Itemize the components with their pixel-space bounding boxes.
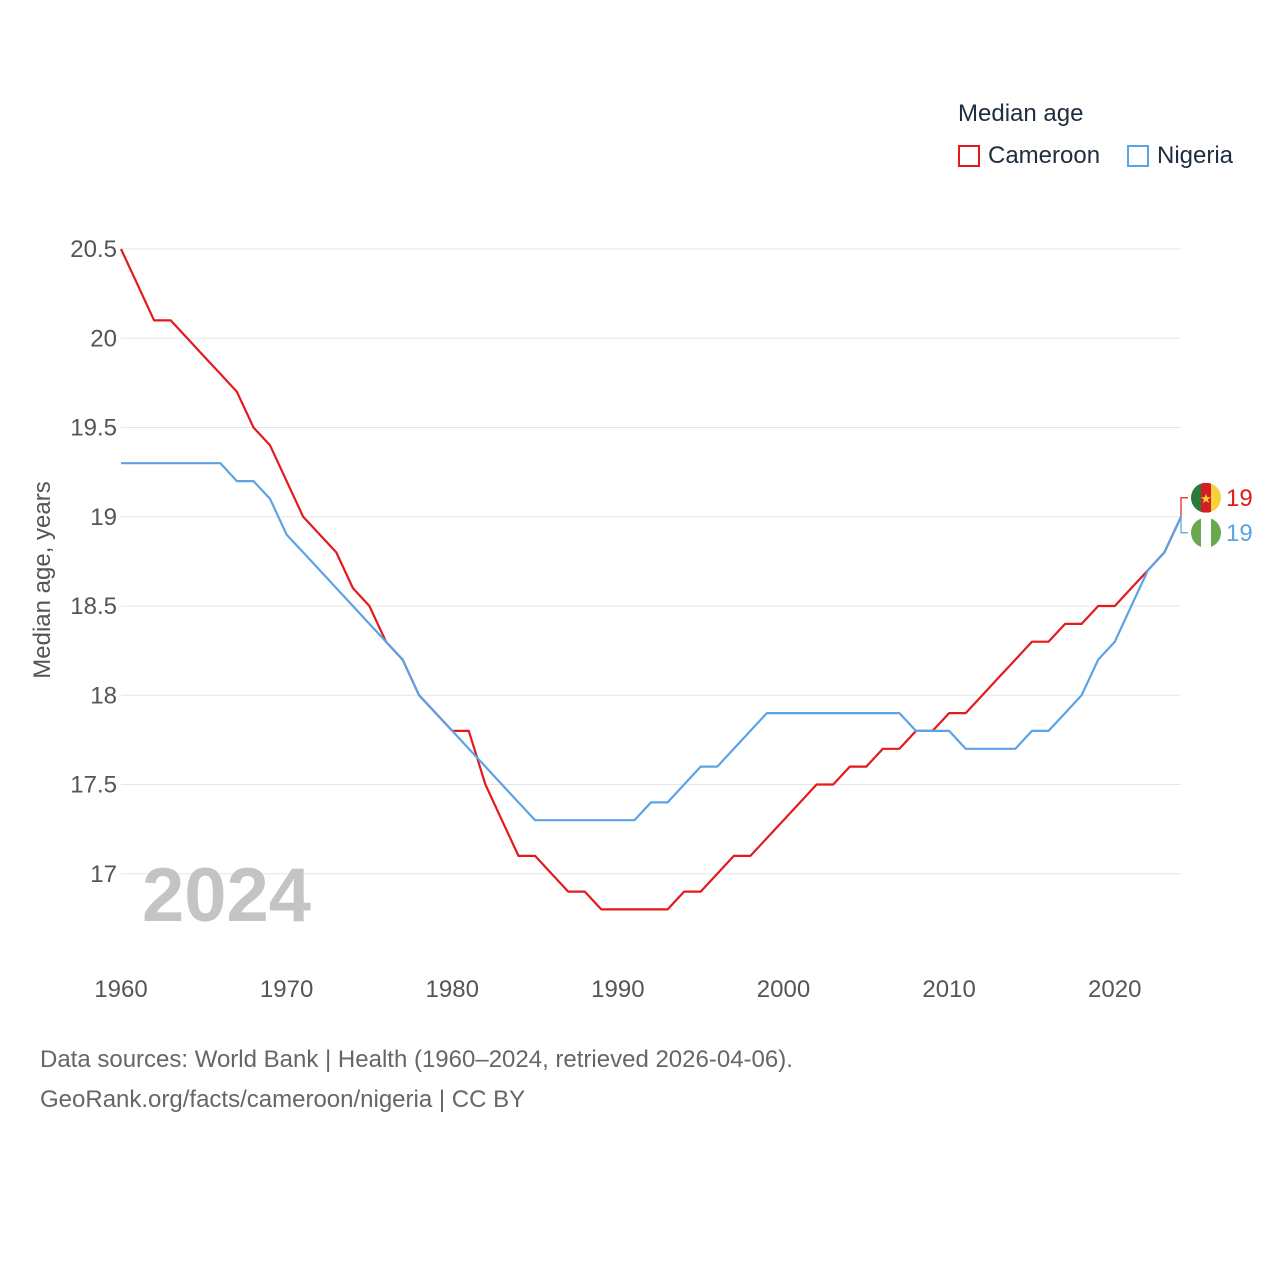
series-line-cameroon — [120, 248, 1182, 911]
end-markers: ★ 19 19 — [1180, 482, 1253, 548]
year-watermark: 2024 — [142, 853, 311, 938]
legend-swatch-nigeria — [1127, 145, 1149, 167]
end-value-label-nigeria: 19 — [1226, 520, 1253, 547]
end-connector-nigeria — [1180, 516, 1188, 534]
legend-label-nigeria: Nigeria — [1157, 142, 1234, 169]
series-line-nigeria — [121, 462, 1182, 822]
svg-text:★: ★ — [1200, 491, 1212, 506]
y-tick-label: 20.5 — [70, 236, 117, 263]
end-value-label-cameroon: 19 — [1226, 485, 1253, 512]
y-axis-label: Median age, years — [29, 481, 56, 678]
x-tick-label: 1960 — [94, 976, 147, 1003]
x-tick-label: 2000 — [757, 976, 810, 1003]
footer-attribution[interactable]: GeoRank.org/facts/cameroon/nigeria | CC … — [40, 1086, 526, 1113]
x-tick-label: 2010 — [922, 976, 975, 1003]
cameroon-flag-icon: ★ — [1191, 482, 1221, 513]
y-tick-label: 18.5 — [70, 593, 117, 620]
legend-item-nigeria[interactable]: Nigeria — [1127, 142, 1233, 170]
x-tick-label: 2020 — [1088, 976, 1141, 1003]
footer-sources: Data sources: World Bank | Health (1960–… — [40, 1046, 793, 1073]
y-tick-label: 19.5 — [70, 415, 117, 442]
y-axis-ticks: 17 17.5 18 18.5 19 19.5 20 20.5 — [70, 236, 117, 888]
y-tick-label: 17 — [90, 861, 117, 888]
y-tick-label: 17.5 — [70, 772, 117, 799]
end-connector-cameroon — [1180, 497, 1188, 517]
y-tick-label: 18 — [90, 682, 117, 709]
legend-item-cameroon[interactable]: Cameroon — [958, 142, 1100, 170]
y-tick-label: 19 — [90, 504, 117, 531]
series-lines — [120, 248, 1182, 911]
x-tick-label: 1990 — [591, 976, 644, 1003]
nigeria-flag-icon — [1191, 517, 1221, 548]
y-tick-label: 20 — [90, 325, 117, 352]
x-axis-ticks: 1960 1970 1980 1990 2000 2010 2020 — [94, 976, 1141, 1003]
gridlines — [121, 248, 1181, 875]
legend-title: Median age — [958, 100, 1084, 127]
x-tick-label: 1970 — [260, 976, 313, 1003]
legend-label-cameroon: Cameroon — [988, 142, 1101, 169]
legend-swatch-cameroon — [958, 145, 980, 167]
x-tick-label: 1980 — [426, 976, 479, 1003]
